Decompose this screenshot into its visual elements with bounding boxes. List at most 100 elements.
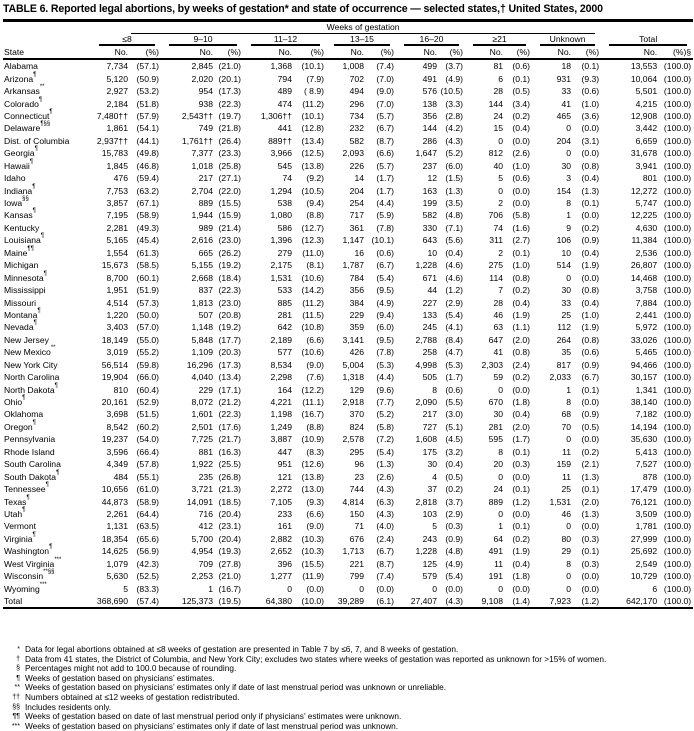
percent-cell: (0.2) [445, 484, 463, 495]
state-cell: New Mexico** [3, 345, 91, 358]
percent-cell: (10.3) [301, 533, 324, 544]
footnote: ¶ Weeks of gestation based on physicians’… [3, 673, 606, 684]
percent-cell: (51.9) [136, 285, 159, 296]
count-cell: 15 [493, 123, 503, 134]
count-cell: 2,704 [191, 185, 213, 196]
count-cell: 716 [198, 508, 213, 519]
percent-cell: (3.7) [445, 496, 463, 507]
count-cell: 233 [277, 508, 292, 519]
count-cell: 121 [277, 471, 292, 482]
table-row: Delaware¶§§ 1,861 (54.1) 749 (21.8) 441 (12.8)… [3, 121, 693, 134]
footnote-symbol: ¶ [16, 674, 20, 682]
state-cell: Washington¶ [3, 544, 91, 557]
count-cell: 18,354 [101, 533, 128, 544]
state-cell: Nevada¶ [3, 320, 91, 333]
count-cell: 9,108 [465, 594, 505, 610]
percent-cell: (0.0) [581, 521, 600, 532]
count-cell: 7,923 [532, 594, 573, 610]
percent-cell: (4.3) [376, 508, 394, 519]
percent-cell: (16.7) [218, 583, 241, 594]
percent-cell: (100.0) [663, 496, 692, 507]
percent-cell: (100.0) [663, 347, 692, 358]
percent-cell: (1.7) [376, 185, 394, 196]
count-cell: 2,175 [270, 260, 292, 271]
percent-cell: (9.5) [376, 285, 394, 296]
percent-cell: (65.6) [136, 533, 159, 544]
count-cell: 14,625 [101, 546, 128, 557]
percent-cell: (45.4) [136, 235, 159, 246]
percent-cell: (100.0) [663, 61, 692, 72]
percent-cell: (46.8) [136, 160, 159, 171]
footnote-mark: ¶ [26, 494, 30, 501]
percent-cell: (64.4) [136, 508, 159, 519]
percent-cell: (10.0) [294, 594, 326, 610]
percent-cell: (20.4) [218, 533, 241, 544]
footnotes: * Data for legal abortions obtained at ≤8… [3, 644, 606, 731]
count-cell: 8,072 [191, 397, 213, 408]
percent-cell: (0.1) [581, 61, 600, 72]
percent-cell: (0.1) [581, 384, 600, 395]
count-cell: 56,514 [101, 359, 128, 370]
percent-cell: (1.0) [512, 160, 530, 171]
count-cell: 2,578 [342, 434, 364, 445]
percent-cell: (100.0) [663, 86, 692, 97]
percent-cell: (0.0) [512, 471, 530, 482]
count-cell: 24 [493, 110, 503, 121]
count-cell: 4 [432, 471, 437, 482]
table-row: Hawaii¶ 1,845 (46.8) 1,018 (25.8) 545 (13.8) 22… [3, 159, 693, 172]
table-row: Tennessee¶ 10,656 (61.0) 3,721 (21.3) 2,272 (1… [3, 482, 693, 495]
percent-cell: (1.3) [445, 185, 463, 196]
percent-cell: (13.4) [218, 372, 241, 383]
count-cell: 125 [422, 558, 437, 569]
percent-cell: (55.0) [136, 334, 159, 345]
footnote: * Data for legal abortions obtained at ≤8… [3, 644, 606, 655]
percent-cell: (61.3) [136, 247, 159, 258]
count-cell: 889 [488, 496, 503, 507]
count-cell: 1,713 [342, 546, 364, 557]
count-cell: 885 [277, 297, 292, 308]
count-cell: 1,249 [270, 421, 292, 432]
count-cell: 5,165 [106, 235, 128, 246]
count-cell: 2,020 [191, 73, 213, 84]
state-name: Connecticut [4, 110, 50, 121]
percent-cell: (4.7) [445, 347, 463, 358]
no-column-header: No. [532, 46, 573, 60]
count-cell: 237 [422, 160, 437, 171]
count-cell: 5,004 [342, 359, 364, 370]
count-cell: 35 [561, 347, 571, 358]
state-name: Iowa [4, 198, 23, 209]
count-cell: 878 [642, 471, 658, 482]
group-header: Total [601, 34, 693, 46]
count-cell: 26,807 [630, 260, 658, 271]
percent-cell: (100.0) [663, 409, 692, 420]
percent-cell: (0.0) [581, 571, 600, 582]
count-cell: 229 [349, 309, 364, 320]
percent-cell: (1.3) [581, 508, 600, 519]
footnote-mark: *** [39, 581, 47, 588]
state-name: Idaho [4, 173, 26, 184]
count-cell: 114 [489, 272, 503, 283]
count-cell: 330 [422, 222, 437, 233]
count-cell: 676 [349, 533, 364, 544]
count-cell: 11,384 [631, 235, 658, 246]
count-cell: 938 [198, 98, 213, 109]
percent-cell: (0.2) [581, 446, 600, 457]
state-cell: North Dakota¶ [3, 383, 91, 395]
footnote-mark: ¶ [37, 307, 41, 314]
count-cell: 76,121 [630, 496, 658, 507]
percent-cell: (6.1) [366, 594, 396, 610]
count-cell: 0 [566, 148, 571, 159]
percent-cell: (1.9) [512, 309, 530, 320]
count-cell: 11 [562, 471, 571, 482]
footnote-text: Weeks of gestation based on physicians’ … [25, 682, 447, 693]
count-cell: 1,608 [415, 434, 437, 445]
total-row: Total 368,690 (57.4) 125,373 (19.5) 64,380 (10… [3, 594, 694, 610]
state-name: Vermont [4, 521, 37, 532]
count-cell: 474 [277, 98, 292, 109]
percent-cell: (58.9) [136, 496, 159, 507]
no-column-header: No. [465, 46, 505, 60]
count-cell: 281 [277, 309, 292, 320]
count-cell: 7,195 [106, 210, 128, 221]
count-cell: 5,700 [191, 533, 213, 544]
count-cell: 80 [561, 533, 571, 544]
